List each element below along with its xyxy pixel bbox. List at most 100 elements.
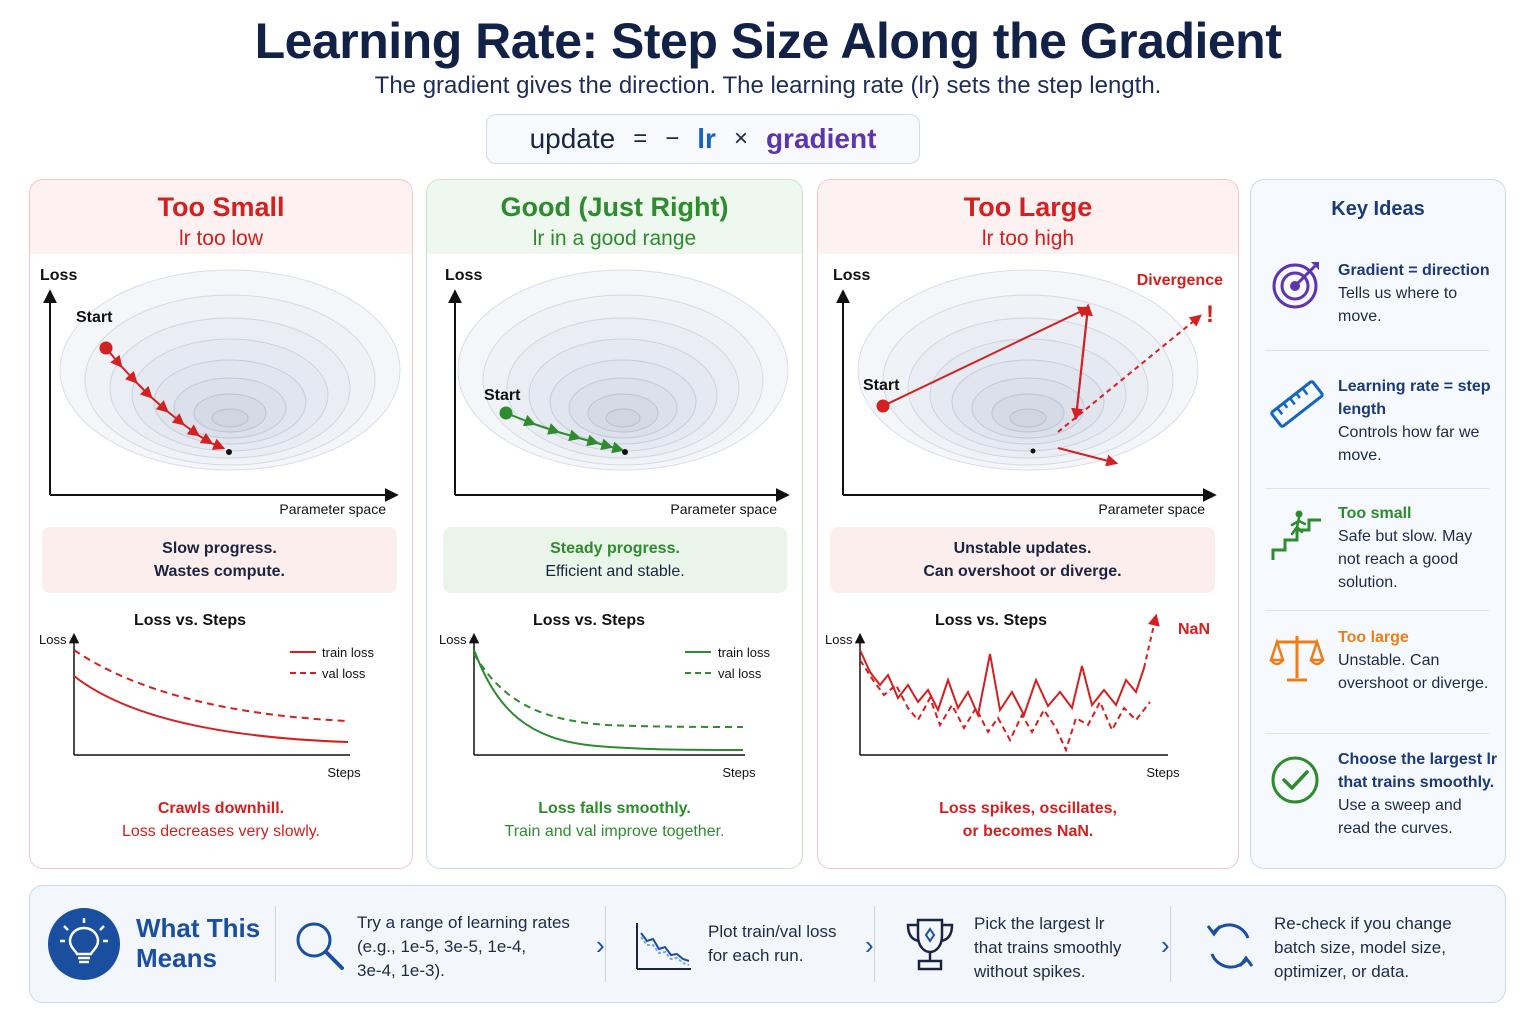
caption-line-2: Train and val improve together. [504, 823, 725, 840]
step-line-2: for each run. [708, 946, 804, 965]
divider [874, 906, 875, 982]
contour-rings [457, 269, 789, 471]
note-line-2: Can overshoot or diverge. [923, 563, 1122, 580]
key-idea-head: Learning rate = step length [1338, 378, 1491, 418]
formula-equals: = [633, 125, 648, 152]
formula-minus: − [665, 125, 680, 152]
axis-x-label: Parameter space [279, 501, 386, 517]
legend-train-label: train loss [718, 645, 771, 660]
refresh-icon [1206, 923, 1254, 969]
check-circle-icon [1271, 756, 1319, 804]
good-landscape-diagram: Loss Parameter space Start [445, 267, 790, 517]
panel-note: Slow progress. Wastes compute. [42, 527, 397, 593]
start-label: Start [76, 309, 113, 326]
chart-x-label: Steps [722, 765, 756, 780]
step-plot-loss: Plot train/val loss for each run. [708, 920, 837, 968]
step-line-1: Pick the largest lr [974, 914, 1105, 933]
step-line-3: optimizer, or data. [1274, 962, 1410, 981]
scale-icon [1269, 636, 1325, 682]
step-line-2: that trains smoothly [974, 938, 1122, 957]
formula-times: × [733, 125, 748, 152]
divider [1265, 350, 1489, 351]
trophy-icon [906, 918, 954, 971]
large-steps-path [882, 303, 1202, 467]
panel-subtitle: lr too high [981, 227, 1075, 250]
panel-subtitle: lr in a good range [532, 227, 697, 250]
what-this-means-heading: What This Means [136, 913, 260, 973]
step-line-2: batch size, model size, [1274, 938, 1446, 957]
caption-line-1: Loss spikes, oscillates, [939, 800, 1117, 817]
contour-rings [857, 269, 1199, 471]
start-point [876, 399, 890, 413]
note-line-1: Slow progress. [162, 540, 277, 557]
lightbulb-icon [60, 918, 108, 964]
divider [1265, 488, 1489, 489]
panel-header: Too Large lr too high [818, 180, 1238, 254]
key-ideas-panel: Key Ideas Gradient = direction Tells us … [1250, 179, 1506, 869]
axis-y-label: Loss [833, 267, 870, 284]
val-loss-line [473, 653, 744, 728]
panel-title: Too Small [157, 192, 285, 222]
step-line-1: Re-check if you change [1274, 914, 1452, 933]
panel-title: Too Large [963, 192, 1093, 222]
note-line-2: Efficient and stable. [545, 563, 685, 580]
key-idea-head: Too large [1338, 629, 1409, 646]
start-point [499, 406, 513, 420]
step-line-3: without spikes. [974, 962, 1086, 981]
chart-y-label: Loss [439, 632, 467, 647]
panel-too-large: Too Large lr too high Loss Parameter spa… [817, 179, 1239, 869]
val-loss-line [73, 649, 349, 722]
chevron-right-icon: › [596, 930, 605, 960]
caption-line-2: or becomes NaN. [962, 823, 1094, 840]
page-title: Learning Rate: Step Size Along the Gradi… [254, 13, 1282, 69]
start-label: Start [863, 377, 900, 394]
panel-caption: Loss falls smoothly. Train and val impro… [427, 797, 802, 843]
nan-spike-arrow [1143, 613, 1160, 669]
stairs-icon [1271, 510, 1321, 560]
magnifier-icon [296, 922, 344, 970]
key-idea-head: Gradient = direction [1338, 262, 1490, 279]
step-line-2: (e.g., 1e-5, 3e-5, 1e-4, [357, 937, 527, 956]
step-line-1: Try a range of learning rates [357, 913, 570, 932]
step-line-1: Plot train/val loss [708, 922, 837, 941]
minimum-point [226, 449, 232, 455]
heading-line-2: Means [136, 943, 217, 973]
panel-note: Unstable updates. Can overshoot or diver… [830, 527, 1215, 593]
legend-val-label: val loss [322, 666, 366, 681]
step-try-range: Try a range of learning rates (e.g., 1e-… [357, 911, 570, 983]
divider [1265, 733, 1489, 734]
panel-note: Steady progress. Efficient and stable. [443, 527, 787, 593]
formula-lr: lr [697, 123, 716, 154]
good-loss-chart: Loss vs. Steps Loss Steps train loss val… [439, 612, 771, 780]
chart-x-label: Steps [327, 765, 361, 780]
contour-rings [59, 269, 401, 471]
axis-y-label: Loss [445, 267, 482, 284]
panel-good: Good (Just Right) lr in a good range Los… [426, 179, 803, 869]
axis-x-label: Parameter space [1098, 501, 1205, 517]
nan-label: NaN [1178, 621, 1210, 638]
mini-chart-icon [636, 923, 691, 970]
start-label: Start [484, 387, 521, 404]
page-subtitle: The gradient gives the direction. The le… [374, 72, 1162, 99]
panel-too-small: Too Small lr too low Loss Parameter spac… [29, 179, 413, 869]
lightbulb-badge [48, 908, 120, 980]
axis-x-label: Parameter space [670, 501, 777, 517]
divider [605, 906, 606, 982]
step-line-3: 3e-4, 1e-3). [357, 961, 445, 980]
formula-gradient: gradient [765, 123, 877, 154]
update-formula: update = − lr × gradient [486, 114, 920, 164]
key-idea-body: Controls how far we move. [1338, 424, 1480, 464]
chevron-right-icon: › [1161, 930, 1170, 960]
what-this-means-strip: What This Means Try a range of learning … [29, 885, 1506, 1003]
legend-train-label: train loss [322, 645, 375, 660]
caption-line-1: Loss falls smoothly. [538, 800, 691, 817]
chevron-right-icon: › [865, 930, 874, 960]
divider [275, 906, 276, 982]
caption-line-2: Loss decreases very slowly. [122, 823, 320, 840]
train-loss-line [473, 649, 744, 751]
ruler-icon [1270, 380, 1324, 428]
panel-title: Good (Just Right) [500, 192, 729, 222]
chart-y-label: Loss [39, 632, 67, 647]
panel-subtitle: lr too low [178, 227, 264, 250]
key-idea-head: Too small [1338, 505, 1412, 522]
